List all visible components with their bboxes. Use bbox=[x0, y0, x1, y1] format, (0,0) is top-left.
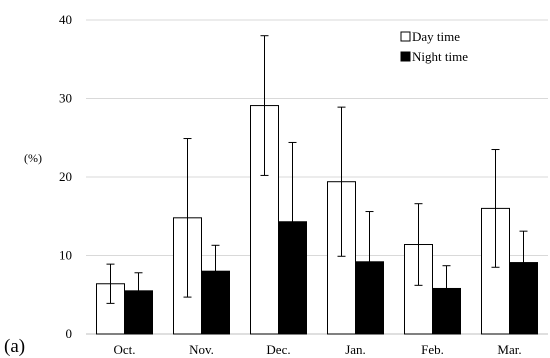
x-category-label: Feb. bbox=[421, 342, 444, 357]
x-axis-category-labels: Oct. Nov. Dec. Jan. Feb. Mar. bbox=[113, 342, 521, 357]
legend-label-day: Day time bbox=[412, 29, 460, 44]
x-category-label: Oct. bbox=[113, 342, 135, 357]
x-category-label: Dec. bbox=[266, 342, 290, 357]
y-axis-label: (%) bbox=[24, 151, 42, 165]
bar-night-0 bbox=[124, 290, 153, 335]
y-tick-label: 10 bbox=[59, 248, 72, 263]
y-tick-label: 0 bbox=[66, 326, 73, 341]
grid-lines bbox=[86, 19, 548, 335]
y-tick-label: 30 bbox=[59, 91, 72, 106]
error-bar-night-4 bbox=[442, 265, 451, 312]
error-bar-day-2 bbox=[260, 35, 269, 176]
error-bar-day-3 bbox=[337, 106, 346, 257]
y-tick-label: 40 bbox=[59, 12, 72, 27]
legend: Day time Night time bbox=[400, 29, 468, 64]
legend-label-night: Night time bbox=[412, 49, 468, 64]
y-tick-label: 20 bbox=[59, 169, 72, 184]
error-bar-day-0 bbox=[106, 263, 115, 304]
x-category-label: Nov. bbox=[189, 342, 214, 357]
bars bbox=[96, 105, 538, 335]
x-category-label: Mar. bbox=[497, 342, 521, 357]
legend-swatch-night bbox=[400, 51, 411, 62]
error-bar-day-4 bbox=[414, 203, 423, 286]
error-bar-day-1 bbox=[183, 138, 192, 298]
legend-swatch-day bbox=[400, 31, 411, 42]
error-bar-night-0 bbox=[134, 272, 143, 310]
y-axis-tick-labels: 0 10 20 30 40 bbox=[59, 12, 72, 341]
error-bar-night-3 bbox=[365, 211, 374, 313]
x-category-label: Jan. bbox=[345, 342, 366, 357]
error-bar-night-1 bbox=[211, 244, 220, 298]
error-bar-night-2 bbox=[288, 141, 297, 302]
error-bars bbox=[106, 35, 528, 313]
panel-label: (a) bbox=[4, 336, 25, 357]
error-bar-night-5 bbox=[519, 230, 528, 295]
error-bar-day-5 bbox=[491, 149, 500, 268]
